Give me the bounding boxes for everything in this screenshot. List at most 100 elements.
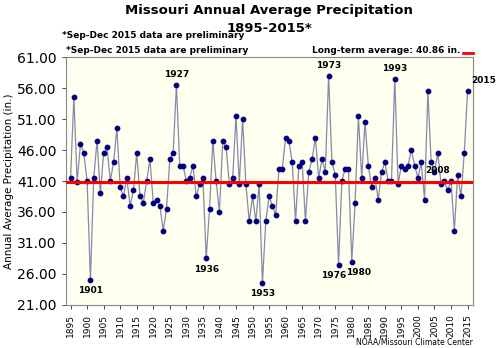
Point xyxy=(80,150,88,156)
Point xyxy=(199,175,207,181)
Point xyxy=(324,73,332,79)
Point xyxy=(132,150,140,156)
Point xyxy=(298,160,306,165)
Point xyxy=(285,138,293,143)
Point xyxy=(186,175,194,181)
Text: 1973: 1973 xyxy=(316,61,341,70)
Point xyxy=(192,194,200,199)
Point xyxy=(312,135,320,141)
Point xyxy=(381,160,389,165)
Point xyxy=(322,169,330,174)
Point xyxy=(398,163,406,168)
Point xyxy=(430,169,438,174)
Point xyxy=(166,157,174,162)
Point xyxy=(302,219,310,224)
Point xyxy=(83,178,91,184)
Text: 1936: 1936 xyxy=(194,264,219,274)
Point xyxy=(110,160,118,165)
Point xyxy=(292,219,300,224)
Point xyxy=(70,95,78,100)
Point xyxy=(361,119,369,125)
Point xyxy=(420,197,428,203)
Text: 2008: 2008 xyxy=(426,166,450,175)
Point xyxy=(202,256,210,261)
Point xyxy=(388,178,396,184)
Point xyxy=(206,206,214,212)
Point xyxy=(394,181,402,187)
Point xyxy=(314,175,322,181)
Point xyxy=(354,113,362,119)
Text: 1927: 1927 xyxy=(164,70,189,79)
Point xyxy=(90,175,98,181)
Point xyxy=(116,184,124,190)
Point xyxy=(371,175,379,181)
Text: 1980: 1980 xyxy=(346,268,371,277)
Point xyxy=(146,157,154,162)
Point xyxy=(378,169,386,174)
Y-axis label: Annual Average Precipitation (in.): Annual Average Precipitation (in.) xyxy=(4,93,14,269)
Point xyxy=(232,113,240,119)
Point xyxy=(275,166,283,172)
Point xyxy=(447,178,455,184)
Point xyxy=(142,178,150,184)
Point xyxy=(156,203,164,208)
Point xyxy=(272,212,280,218)
Text: *Sep-Dec 2015 data are preliminary: *Sep-Dec 2015 data are preliminary xyxy=(62,31,245,40)
Point xyxy=(344,166,352,172)
Point xyxy=(341,166,349,172)
Point xyxy=(196,181,203,187)
Point xyxy=(308,157,316,162)
Point xyxy=(444,188,452,193)
Text: *Sep-Dec 2015 data are preliminary: *Sep-Dec 2015 data are preliminary xyxy=(66,46,248,55)
Point xyxy=(209,138,217,143)
Point xyxy=(76,141,84,147)
Point xyxy=(236,181,244,187)
Point xyxy=(334,262,342,267)
Point xyxy=(73,180,81,185)
Point xyxy=(464,88,471,94)
Point xyxy=(182,178,190,184)
Point xyxy=(179,163,187,168)
Point xyxy=(218,138,226,143)
Point xyxy=(126,203,134,208)
Point xyxy=(140,200,147,205)
Point xyxy=(113,126,121,131)
Point xyxy=(282,135,290,141)
Point xyxy=(130,188,138,193)
Point xyxy=(212,178,220,184)
Point xyxy=(384,178,392,184)
Point xyxy=(305,169,313,174)
Point xyxy=(172,82,180,88)
Point xyxy=(338,178,346,184)
Point xyxy=(391,76,399,82)
Point xyxy=(454,172,462,177)
Point xyxy=(404,163,412,168)
Point xyxy=(418,160,426,165)
Point xyxy=(66,175,74,181)
Point xyxy=(440,178,448,184)
Point xyxy=(318,157,326,162)
Point xyxy=(268,203,276,208)
Point xyxy=(460,150,468,156)
Point xyxy=(358,175,366,181)
Point xyxy=(427,160,435,165)
Point xyxy=(86,277,94,283)
Point xyxy=(103,144,111,150)
Text: 1953: 1953 xyxy=(250,290,275,298)
Point xyxy=(408,147,416,153)
Point xyxy=(120,194,128,199)
Point xyxy=(450,228,458,233)
Point xyxy=(226,181,234,187)
Point xyxy=(368,184,376,190)
Point xyxy=(364,163,372,168)
Point xyxy=(162,206,170,212)
Point xyxy=(106,178,114,184)
Point xyxy=(457,194,465,199)
Text: Long-term average: 40.86 in.: Long-term average: 40.86 in. xyxy=(312,46,460,55)
Text: NOAA/Missouri Climate Center: NOAA/Missouri Climate Center xyxy=(356,337,472,346)
Point xyxy=(245,219,253,224)
Point xyxy=(169,150,177,156)
Point xyxy=(262,219,270,224)
Point xyxy=(434,150,442,156)
Point xyxy=(331,172,339,177)
